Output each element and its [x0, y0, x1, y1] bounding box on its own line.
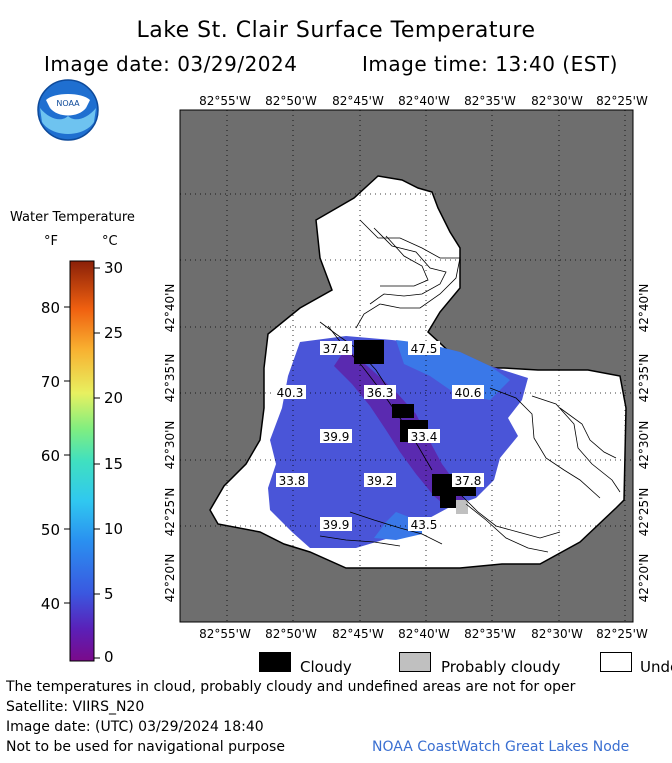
lon-label-top: 82°35'W — [464, 94, 516, 108]
legend-swatch-undefined — [600, 652, 632, 672]
colorbar-tick-c: 5 — [104, 585, 114, 603]
colorbar-tick-c: 15 — [104, 455, 124, 473]
colorbar-unit-c: °C — [102, 234, 118, 249]
colorbar-tick-f: 70 — [40, 373, 60, 391]
lat-label-right: 42°30'N — [637, 421, 651, 470]
temperature-label: 37.8 — [455, 474, 482, 488]
lat-label-left: 42°20'N — [163, 554, 177, 603]
image-time: Image time: 13:40 (EST) — [362, 52, 618, 76]
temperature-label: 40.3 — [277, 386, 304, 400]
lon-label-bottom: 82°50'W — [265, 627, 317, 641]
lat-label-right: 42°25'N — [637, 488, 651, 537]
colorbar-tick-f: 60 — [40, 447, 60, 465]
colorbar-tick-c: 25 — [104, 324, 124, 342]
map: 42°40'N 42°35'N 42°30'N 42°25'N 42°20'N … — [163, 109, 651, 623]
colorbar-tick-c: 0 — [104, 648, 114, 666]
temperature-label: 33.4 — [411, 430, 438, 444]
lon-label-top: 82°40'W — [398, 94, 450, 108]
lon-label-top: 82°45'W — [332, 94, 384, 108]
lat-label-right: 42°35'N — [637, 354, 651, 403]
footer-utc-date: Image date: (UTC) 03/29/2024 18:40 — [6, 719, 264, 735]
lon-label-bottom: 82°35'W — [464, 627, 516, 641]
temperature-label: 37.4 — [323, 342, 350, 356]
probably-cloudy-patch — [456, 500, 468, 514]
legend-swatch-cloudy — [259, 652, 291, 672]
footer-note: The temperatures in cloud, probably clou… — [6, 679, 576, 695]
map-title: Lake St. Clair Surface Temperature — [136, 18, 536, 43]
colorbar-tick-f: 40 — [40, 595, 60, 613]
temperature-label: 43.5 — [411, 518, 438, 532]
lon-label-bottom: 82°25'W — [596, 627, 648, 641]
temperature-label: 39.9 — [323, 430, 350, 444]
legend-swatch-probably-cloudy — [399, 652, 431, 672]
lon-label-bottom: 82°30'W — [531, 627, 583, 641]
colorbar-tick-f: 80 — [40, 299, 60, 317]
legend-label-probably-cloudy: Probably cloudy — [441, 658, 561, 676]
lon-label-bottom: 82°55'W — [199, 627, 251, 641]
lat-label-left: 42°40'N — [163, 284, 177, 333]
temperature-label: 47.5 — [411, 342, 438, 356]
colorbar-tick-f: 50 — [40, 521, 60, 539]
temperature-label: 33.8 — [279, 474, 306, 488]
lon-label-bottom: 82°40'W — [398, 627, 450, 641]
lat-label-right: 42°20'N — [637, 554, 651, 603]
footer-credit: NOAA CoastWatch Great Lakes Node — [372, 739, 630, 755]
noaa-logo-text: NOAA — [56, 99, 80, 108]
colorbar — [64, 260, 100, 662]
footer-nav-warning: Not to be used for navigational purpose — [6, 739, 285, 755]
lon-label-top: 82°25'W — [596, 94, 648, 108]
temperature-label: 39.2 — [367, 474, 394, 488]
lat-label-right: 42°40'N — [637, 284, 651, 333]
legend-label-cloudy: Cloudy — [300, 658, 352, 676]
footer-satellite: Satellite: VIIRS_N20 — [6, 699, 145, 715]
lon-label-top: 82°30'W — [531, 94, 583, 108]
colorbar-title: Water Temperature — [10, 210, 135, 225]
temperature-label: 40.6 — [455, 386, 482, 400]
colorbar-unit-f: °F — [44, 234, 58, 249]
lat-label-left: 42°35'N — [163, 354, 177, 403]
colorbar-tick-c: 10 — [104, 520, 124, 538]
colorbar-tick-c: 30 — [104, 259, 124, 277]
temperature-label: 39.9 — [323, 518, 350, 532]
image-date: Image date: 03/29/2024 — [44, 52, 298, 76]
lat-label-left: 42°25'N — [163, 488, 177, 537]
lat-label-left: 42°30'N — [163, 421, 177, 470]
graticule — [180, 110, 633, 622]
colorbar-tick-c: 20 — [104, 389, 124, 407]
lon-label-top: 82°55'W — [199, 94, 251, 108]
legend-label-undefined: Unde — [640, 658, 672, 676]
lon-label-top: 82°50'W — [265, 94, 317, 108]
temperature-label: 36.3 — [367, 386, 394, 400]
noaa-logo: NOAA — [37, 79, 99, 141]
lon-label-bottom: 82°45'W — [332, 627, 384, 641]
